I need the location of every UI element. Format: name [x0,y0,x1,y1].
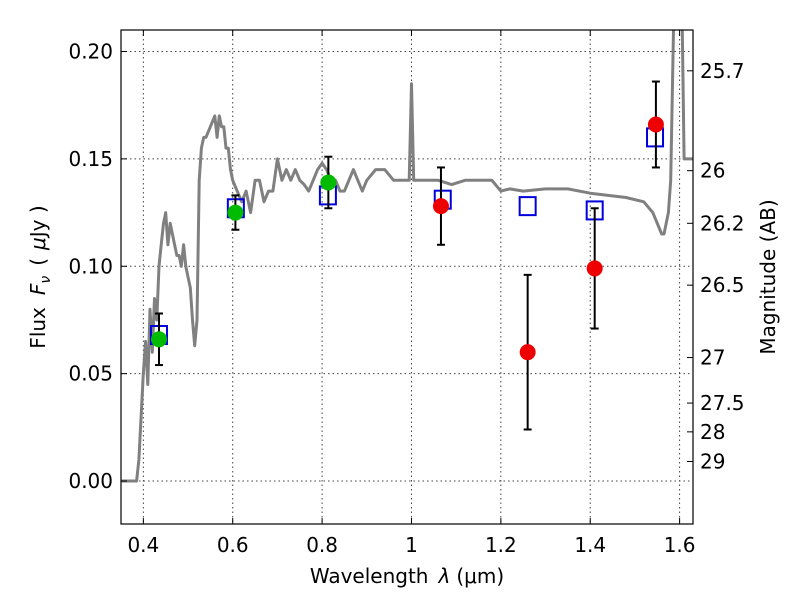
x-tick-label: 1.4 [574,533,606,557]
y-tick-label: 0.00 [68,469,113,493]
plot-data [121,30,693,483]
y2-tick-label: 27.5 [700,391,745,415]
y-tick-label: 0.20 [68,39,113,63]
y-tick-label: 0.15 [68,147,113,171]
x-axis-label: Wavelength λ (μm) [310,564,504,588]
x-tick-label: 0.4 [127,533,159,557]
x-tick-label: 1 [405,533,418,557]
observed-point-red [519,344,536,361]
observed-point-red [586,260,603,277]
x-tick-label: 1.6 [664,533,696,557]
y2-tick-label: 25.7 [700,59,745,83]
y-tick-label: 0.05 [68,362,113,386]
x-tick-label: 0.8 [306,533,338,557]
observed-point-green [227,204,244,221]
observed-point-red [432,198,449,215]
x-tick-label: 1.2 [485,533,517,557]
plot-frame [120,29,694,525]
model-flux-box [518,196,537,217]
axes: 0.4 0.6 0.8 1 1.2 1.4 1.6 0.00 0.05 0.10 0.15 0.20 2… [68,30,745,557]
y2-tick-label: 26.5 [700,273,745,297]
y2-tick-label: 27 [700,346,725,370]
observed-point-green [150,331,167,348]
y2-tick-label: 29 [700,449,725,473]
y-tick-label: 0.10 [68,254,113,278]
y2-axis-label: Magnitude (AB) [756,199,780,354]
y2-tick-label: 26.2 [700,211,745,235]
observed-point-red [647,116,664,133]
observed-point-green [320,174,337,191]
x-tick-label: 0.6 [217,533,249,557]
grid [121,30,693,524]
y2-tick-label: 26 [700,159,725,183]
sed-model-line [121,30,693,483]
y-axis-label: FluxFν(μJy ) [26,205,54,348]
y2-tick-label: 28 [700,420,725,444]
